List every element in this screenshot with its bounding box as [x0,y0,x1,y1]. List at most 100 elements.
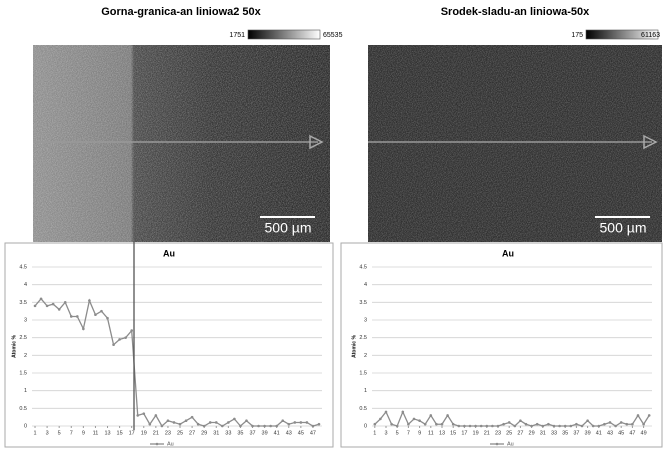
legend-label: Au [507,441,514,447]
data-point [569,424,573,428]
y-tick-label: 0.5 [19,406,27,412]
x-tick-label: 43 [607,430,613,436]
y-tick-label: 2 [364,353,367,359]
data-point [401,410,405,414]
data-point [463,424,466,428]
data-point [507,421,511,424]
legend-marker [155,442,159,446]
x-tick-label: 11 [428,430,434,436]
data-point [154,414,158,417]
data-point [287,422,291,426]
y-tick-label: 3 [24,317,27,323]
data-point [597,424,601,428]
data-point [407,422,410,426]
data-point [423,422,427,426]
data-point [603,422,606,426]
data-point [160,424,164,428]
data-point [418,419,421,423]
data-point [496,424,500,428]
data-point [124,336,127,339]
y-tick-label: 4.5 [19,264,27,270]
x-tick-label: 41 [596,430,602,436]
chart-title: Au [163,248,175,258]
data-point [541,424,545,428]
data-point [130,329,133,332]
x-tick-label: 17 [461,430,467,436]
data-point [519,419,522,423]
x-tick-label: 49 [641,430,647,436]
data-point [214,421,218,424]
data-point [636,414,640,417]
image-grain [368,45,662,242]
x-tick-label: 9 [418,430,421,436]
x-tick-label: 27 [189,430,195,436]
y-tick-label: 1.5 [19,370,27,376]
scan-arrow [643,134,658,150]
legend-marker [495,442,499,446]
data-point [502,422,505,426]
x-tick-label: 7 [70,430,73,436]
data-point [440,422,444,426]
chart-frame [4,242,334,448]
data-point [76,315,79,318]
data-point [530,424,533,428]
x-tick-label: 33 [551,430,557,436]
data-point [474,424,477,428]
data-point [563,424,567,428]
data-point [647,414,651,417]
data-point [457,424,461,428]
data-point [513,424,517,428]
colorbar [247,29,321,40]
data-point [625,422,629,426]
data-point [233,417,236,421]
x-tick-label: 5 [396,430,399,436]
data-point [384,410,388,414]
data-point [281,419,285,423]
x-tick-label: 47 [629,430,635,436]
y-tick-label: 0 [24,423,27,429]
x-tick-label: 1 [33,430,36,436]
x-tick-label: 15 [450,430,456,436]
image-grain [33,45,330,242]
data-point [451,422,455,426]
x-tick-label: 17 [129,430,135,436]
x-tick-label: 9 [82,430,85,436]
data-point [479,424,483,428]
data-point [196,422,200,426]
data-point [51,302,55,306]
image-title: Gorna-granica-an liniowa2 50x [101,6,261,18]
data-point [208,421,212,424]
data-point [379,417,382,421]
y-tick-label: 4.5 [359,264,367,270]
colorbar-max: 65535 [323,32,343,39]
data-point [591,424,595,428]
data-point [524,422,528,426]
y-axis-label: Atomic % [11,335,17,358]
colorbar-min: 1751 [229,32,245,39]
data-point [614,424,617,428]
data-point [535,422,539,426]
data-point [311,424,315,428]
chart-frame [340,242,663,448]
x-tick-label: 3 [384,430,387,436]
x-tick-label: 39 [585,430,591,436]
x-tick-label: 13 [439,430,445,436]
data-point [580,424,584,428]
x-tick-label: 45 [298,430,304,436]
data-point [435,422,438,426]
x-tick-label: 21 [484,430,490,436]
x-tick-label: 3 [46,430,49,436]
y-tick-label: 4 [364,282,367,288]
data-point [88,299,91,302]
x-tick-label: 31 [540,430,546,436]
x-tick-label: 33 [225,430,231,436]
data-point [586,419,589,423]
data-point [94,313,97,317]
data-point [136,414,140,417]
data-point [575,422,578,426]
y-tick-label: 2 [24,353,27,359]
y-tick-label: 0.5 [359,406,367,412]
y-axis-label: Atomic % [351,335,357,358]
data-point [112,343,115,347]
